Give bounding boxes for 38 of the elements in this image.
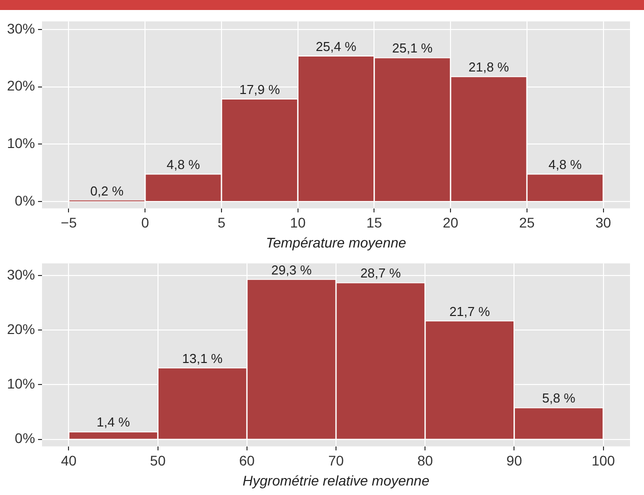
y-tick-label: 10% xyxy=(6,135,36,152)
y-tick-label: 20% xyxy=(6,78,36,94)
y-tick-label: 0% xyxy=(14,192,36,208)
data-label: 25,1 % xyxy=(392,40,434,56)
x-tick-label: −5 xyxy=(60,214,77,231)
x-tick-label: 25 xyxy=(519,214,535,231)
x-tick-label: 5 xyxy=(218,214,226,231)
x-axis-title: Hygrométrie relative moyenne xyxy=(242,472,430,488)
y-tick-label: 30% xyxy=(6,20,36,36)
data-label: 28,7 % xyxy=(360,266,402,281)
x-tick-label: 90 xyxy=(506,452,522,469)
x-tick-label: 50 xyxy=(150,452,166,469)
data-label: 4,8 % xyxy=(548,157,582,172)
data-label: 17,9 % xyxy=(239,82,280,97)
data-label: 21,7 % xyxy=(449,304,490,319)
x-tick-label: 60 xyxy=(239,452,255,469)
x-tick-label: 15 xyxy=(366,214,382,231)
x-axis-title: Température moyenne xyxy=(266,234,406,250)
data-label: 29,3 % xyxy=(271,262,312,278)
data-label: 13,1 % xyxy=(182,350,224,366)
data-label: 4,8 % xyxy=(166,157,200,172)
data-label: 25,4 % xyxy=(316,38,357,54)
x-tick-label: 10 xyxy=(290,214,306,231)
y-tick-label: 30% xyxy=(6,266,36,282)
data-label: 0,2 % xyxy=(90,183,124,198)
y-tick-label: 20% xyxy=(6,320,36,337)
y-tick-label: 0% xyxy=(14,430,36,446)
x-tick-label: 100 xyxy=(592,452,616,469)
x-tick-label: 40 xyxy=(60,452,77,469)
x-tick-label: 30 xyxy=(595,214,612,231)
data-label: 21,8 % xyxy=(468,60,510,75)
data-label: 5,8 % xyxy=(542,390,576,406)
x-tick-label: 70 xyxy=(328,452,344,469)
y-tick-label: 10% xyxy=(6,376,36,392)
x-tick-label: 20 xyxy=(442,214,459,231)
data-label: 1,4 % xyxy=(96,414,130,430)
x-tick-label: 0 xyxy=(141,214,150,231)
x-tick-label: 80 xyxy=(417,452,434,469)
